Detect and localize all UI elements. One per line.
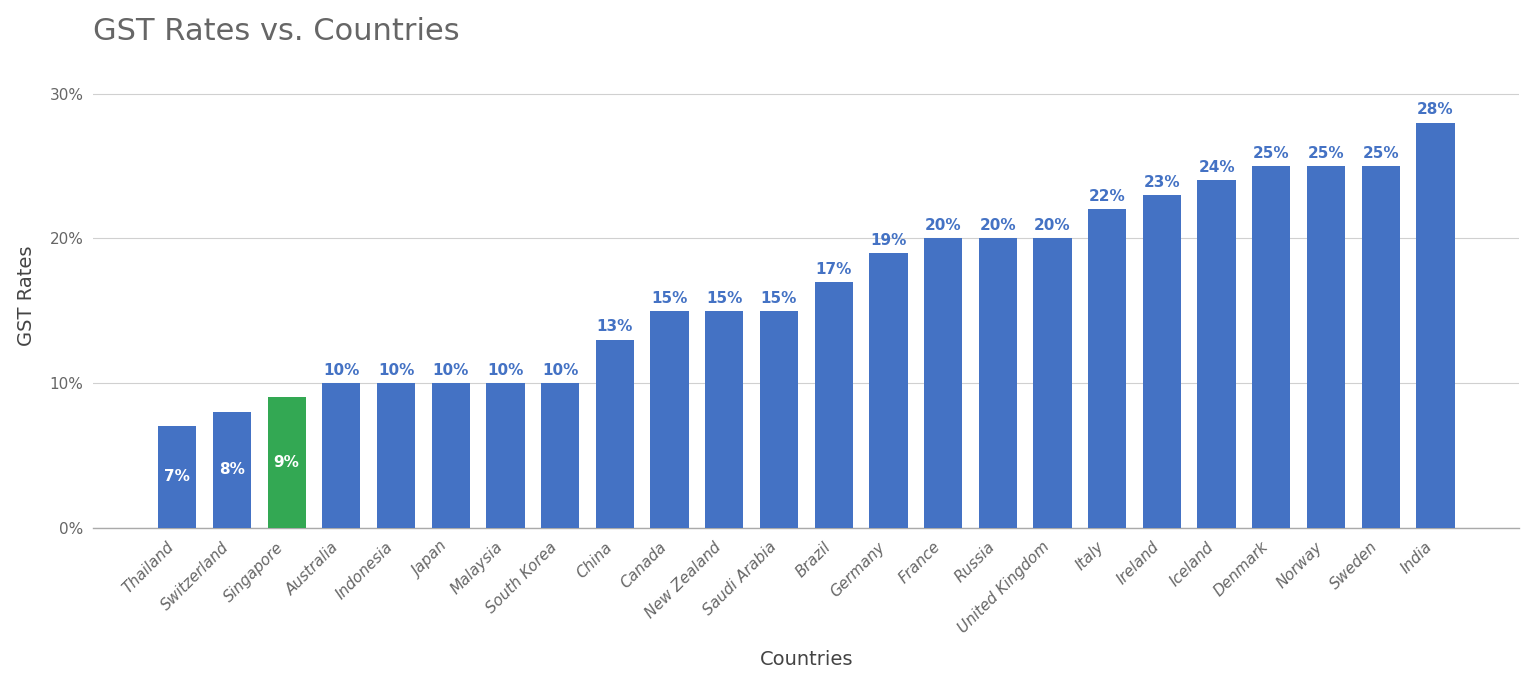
Bar (1307, 166, 1346, 528)
Text: 10%: 10% (487, 363, 524, 378)
Bar (1361, 166, 1399, 528)
Bar (1143, 195, 1181, 528)
Bar (869, 253, 908, 528)
Text: 10%: 10% (433, 363, 468, 378)
Bar (432, 383, 470, 528)
Text: 28%: 28% (1418, 102, 1453, 118)
Text: 23%: 23% (1143, 175, 1180, 190)
Text: 20%: 20% (925, 218, 962, 233)
Bar (978, 238, 1017, 528)
Text: 7%: 7% (164, 470, 190, 484)
Text: 25%: 25% (1253, 146, 1290, 161)
Bar (214, 412, 250, 528)
Bar (376, 383, 415, 528)
Bar (814, 281, 852, 528)
Bar (1034, 238, 1072, 528)
Text: 10%: 10% (542, 363, 579, 378)
Text: 20%: 20% (980, 218, 1017, 233)
Bar (487, 383, 525, 528)
Text: 25%: 25% (1362, 146, 1399, 161)
Text: 20%: 20% (1034, 218, 1071, 233)
Bar (158, 426, 197, 528)
Bar (1416, 122, 1455, 528)
Text: 17%: 17% (816, 262, 852, 276)
Bar (1198, 181, 1235, 528)
Text: 13%: 13% (596, 319, 633, 335)
Text: 10%: 10% (323, 363, 359, 378)
Bar (925, 238, 962, 528)
Text: 8%: 8% (220, 462, 244, 477)
Bar (267, 398, 306, 528)
Text: 24%: 24% (1198, 160, 1235, 175)
Text: 15%: 15% (651, 290, 688, 305)
Text: 10%: 10% (378, 363, 415, 378)
Bar (1087, 209, 1126, 528)
Bar (650, 311, 688, 528)
Bar (760, 311, 799, 528)
Text: 9%: 9% (273, 455, 300, 470)
Y-axis label: GST Rates: GST Rates (17, 246, 35, 346)
Text: 15%: 15% (707, 290, 742, 305)
Text: 15%: 15% (760, 290, 797, 305)
Text: 19%: 19% (871, 232, 906, 248)
Text: 22%: 22% (1089, 189, 1126, 204)
Text: GST Rates vs. Countries: GST Rates vs. Countries (94, 17, 459, 46)
X-axis label: Countries: Countries (760, 650, 852, 669)
Bar (541, 383, 579, 528)
Bar (705, 311, 743, 528)
Bar (596, 340, 634, 528)
Text: 25%: 25% (1307, 146, 1344, 161)
Bar (323, 383, 361, 528)
Bar (1252, 166, 1290, 528)
